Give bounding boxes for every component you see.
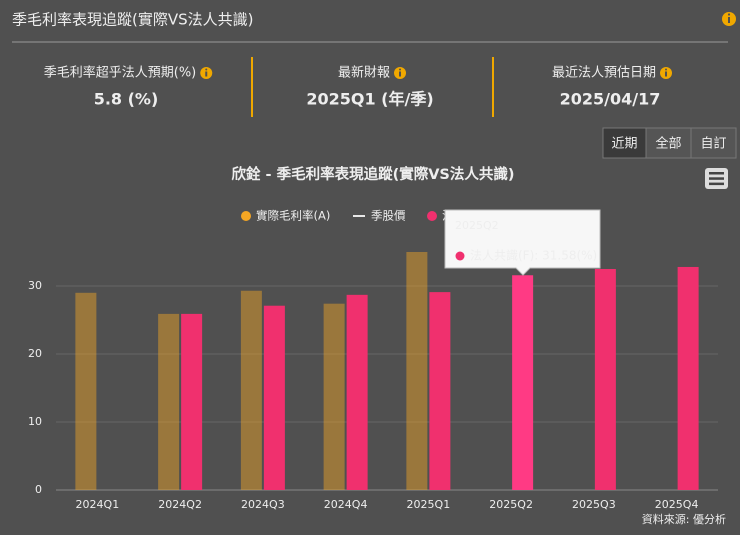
bar[interactable] <box>594 269 616 490</box>
info-icon[interactable] <box>394 67 407 79</box>
info-icon[interactable] <box>200 67 213 79</box>
bar[interactable] <box>323 303 345 490</box>
info-icon[interactable] <box>660 67 673 79</box>
info-stem <box>399 71 402 77</box>
tooltip-text: 法人共識(F): 31.58(%) <box>470 249 597 263</box>
bar[interactable] <box>240 290 262 490</box>
x-tick-label: 2024Q2 <box>158 498 202 511</box>
bar[interactable] <box>677 266 699 490</box>
info-stem <box>205 71 208 77</box>
button-label[interactable]: 全部 <box>655 136 681 152</box>
stat-label: 季毛利率超乎法人預期(%) <box>44 65 197 81</box>
info-dot <box>205 68 208 71</box>
legend-symbol <box>241 211 251 221</box>
bar[interactable] <box>75 292 97 490</box>
stat-value: 2025/04/17 <box>560 90 661 109</box>
bar[interactable] <box>181 313 203 490</box>
y-tick-label: 0 <box>35 483 42 496</box>
tooltip: 2025Q2 法人共識(F): 31.58(%) <box>444 209 601 276</box>
info-icon[interactable] <box>722 12 736 26</box>
bar[interactable] <box>346 294 368 490</box>
stat-label: 最近法人預估日期 <box>552 66 656 81</box>
y-tick-label: 10 <box>28 415 42 428</box>
x-tick-label: 2025Q2 <box>489 498 533 511</box>
bar[interactable] <box>263 305 285 490</box>
tooltip-symbol <box>455 251 465 261</box>
x-tick-label: 2025Q1 <box>407 498 451 511</box>
x-tick-label: 2025Q3 <box>572 498 616 511</box>
y-tick-label: 30 <box>28 279 42 292</box>
legend-label[interactable]: 季股價 <box>371 209 406 223</box>
stat-value: 5.8 (%) <box>94 90 159 109</box>
tooltip-title: 2025Q2 <box>455 219 499 232</box>
stat-label: 最新財報 <box>338 65 390 81</box>
button-label[interactable]: 自訂 <box>700 136 726 152</box>
legend-symbol <box>427 211 437 221</box>
bar[interactable] <box>512 275 534 490</box>
x-tick-label: 2024Q3 <box>241 498 285 511</box>
x-tick-label: 2024Q1 <box>76 498 120 511</box>
header-title: 季毛利率表現追蹤(實際VS法人共識) <box>12 11 254 29</box>
bar[interactable] <box>429 292 451 490</box>
legend-label[interactable]: 實際毛利率(A) <box>256 209 330 223</box>
menu-icon[interactable] <box>705 168 728 189</box>
info-dot <box>399 68 402 71</box>
y-tick-label: 20 <box>28 347 42 360</box>
button-label[interactable]: 近期 <box>611 137 637 152</box>
bar[interactable] <box>406 252 428 490</box>
info-dot <box>665 68 668 71</box>
source: 資料來源: 優分析 <box>642 512 726 526</box>
x-tick-label: 2025Q4 <box>655 498 699 511</box>
info-stem <box>665 71 668 77</box>
chart-title: 欣銓 - 季毛利率表現追蹤(實際VS法人共識) <box>231 165 514 183</box>
bar[interactable] <box>158 313 180 490</box>
button-active[interactable] <box>602 127 647 159</box>
tooltip-box <box>444 209 601 276</box>
stat-value: 2025Q1 (年/季) <box>306 90 433 109</box>
x-tick-label: 2024Q4 <box>324 498 368 511</box>
